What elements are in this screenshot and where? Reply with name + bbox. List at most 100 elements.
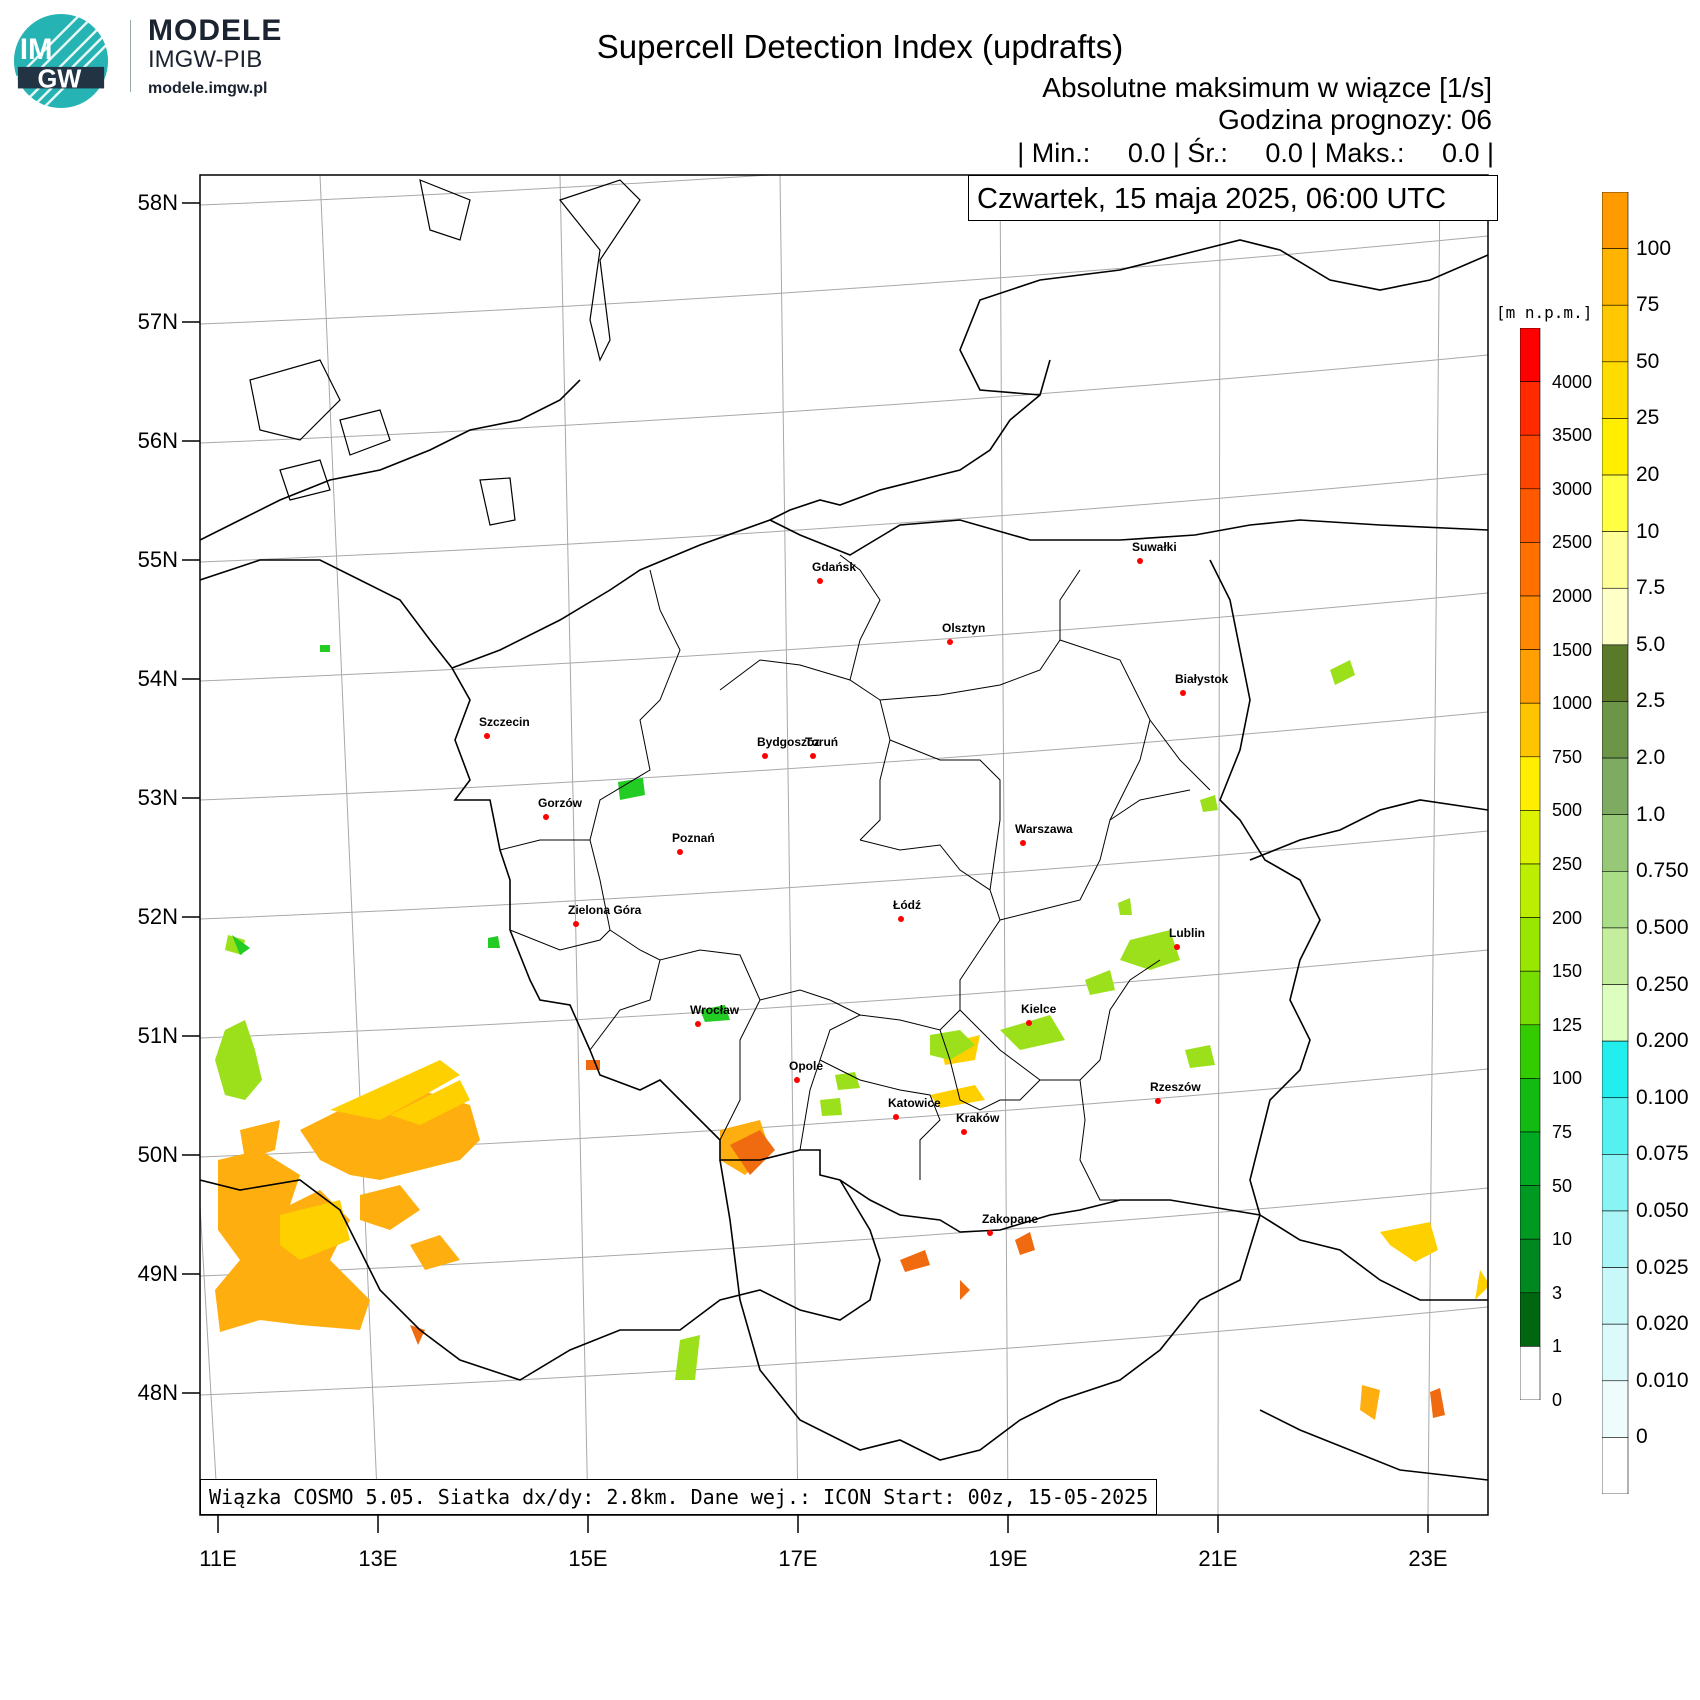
lat-label: 52N — [137, 904, 178, 929]
elevation-label: 750 — [1552, 746, 1583, 767]
sdi-swatch — [1602, 927, 1629, 985]
sdi-swatch — [1602, 1267, 1629, 1325]
map-title: Supercell Detection Index (updrafts) — [596, 28, 1124, 65]
sdi-swatch — [1602, 984, 1629, 1042]
city-label: Gorzów — [538, 796, 583, 810]
sdi-label: 10 — [1636, 519, 1660, 543]
borders — [200, 239, 1488, 1481]
sdi-swatch — [1602, 304, 1629, 363]
sdi-label: 75 — [1636, 293, 1660, 317]
elevation-swatch — [1520, 1078, 1541, 1133]
sdi-swatch — [1602, 418, 1629, 476]
sdi-swatch — [1602, 192, 1629, 249]
sdi-label: 0.250 — [1636, 972, 1689, 996]
city-dot — [1155, 1098, 1161, 1104]
sdi-swatch — [1602, 248, 1629, 306]
city-dot — [794, 1077, 800, 1083]
lat-label: 49N — [137, 1261, 178, 1286]
city-markers: Gdańsk Suwałki Olsztyn Białystok Szczecin Byd… — [479, 540, 1229, 1236]
sdi-swatch — [1602, 361, 1629, 419]
elevation-swatch — [1520, 702, 1541, 758]
city-dot — [961, 1129, 967, 1135]
city-dot — [695, 1021, 701, 1027]
sdi-swatch — [1602, 1210, 1629, 1268]
sdi-label: 0.050 — [1636, 1198, 1689, 1222]
elevation-label: 1 — [1552, 1336, 1563, 1357]
logo-text-bottom: GW — [37, 65, 82, 93]
city-label: Toruń — [805, 735, 838, 749]
elevation-label: 4000 — [1552, 371, 1593, 392]
city-dot — [1026, 1020, 1032, 1026]
city-dot — [543, 814, 549, 820]
elevation-label: 250 — [1552, 854, 1583, 874]
city-label: Szczecin — [479, 715, 530, 729]
city-label: Łódź — [893, 898, 921, 912]
city-label: Bydgoszcz — [757, 735, 820, 749]
lon-label: 17E — [778, 1546, 818, 1571]
city-dot — [893, 1114, 899, 1120]
elevation-legend-title: [m n.p.m.] — [1496, 303, 1593, 322]
sdi-swatch — [1602, 644, 1629, 702]
map-stats: | Min.: 0.0 | Śr.: 0.0 | Maks.: 0.0 | — [1017, 138, 1494, 168]
lon-label: 21E — [1198, 1546, 1238, 1571]
sdi-label: 25 — [1636, 406, 1660, 430]
elevation-label: 100 — [1552, 1068, 1583, 1089]
sdi-label: 2.0 — [1636, 746, 1666, 770]
lat-label: 53N — [137, 785, 178, 810]
city-dot — [484, 733, 490, 739]
city-label: Poznań — [672, 831, 715, 845]
city-label: Zielona Góra — [568, 903, 642, 917]
city-dot — [987, 1230, 993, 1236]
sdi-swatch — [1602, 1097, 1629, 1155]
elevation-label: 125 — [1552, 1014, 1583, 1035]
sdi-colorbar — [1602, 192, 1629, 1494]
lat-label: 56N — [137, 428, 178, 453]
sdi-swatch — [1602, 474, 1629, 532]
sdi-swatch — [1602, 814, 1629, 872]
elevation-label: 500 — [1552, 800, 1583, 821]
elevation-label: 150 — [1552, 961, 1583, 982]
elevation-label: 1000 — [1552, 693, 1593, 714]
city-dot — [1020, 840, 1026, 846]
lon-label: 23E — [1408, 1546, 1448, 1571]
lat-label: 55N — [137, 547, 178, 572]
city-dot — [898, 916, 904, 922]
forecast-date: Czwartek, 15 maja 2025, 06:00 UTC — [968, 175, 1498, 221]
elevation-swatch — [1520, 1024, 1541, 1079]
sdi-swatch — [1602, 871, 1629, 929]
city-label: Katowice — [888, 1096, 941, 1110]
brand-line2: IMGW-PIB — [148, 46, 263, 73]
lat-label: 50N — [137, 1142, 178, 1167]
sdi-label: 0.750 — [1636, 859, 1689, 883]
city-label: Kielce — [1021, 1002, 1057, 1016]
elevation-swatch — [1520, 649, 1541, 704]
elevation-swatch — [1520, 488, 1541, 543]
lat-label: 54N — [137, 666, 178, 691]
elevation-swatch — [1520, 381, 1541, 436]
city-label: Kraków — [956, 1111, 1000, 1125]
elevation-swatch — [1520, 756, 1541, 811]
elevation-label: 75 — [1552, 1122, 1573, 1142]
city-label: Warszawa — [1015, 822, 1073, 836]
sdi-label: 0.020 — [1636, 1312, 1689, 1336]
sdi-label: 0.500 — [1636, 915, 1689, 939]
elevation-swatch — [1520, 1292, 1541, 1347]
sdi-label: 5.0 — [1636, 632, 1666, 656]
lon-label: 19E — [988, 1546, 1028, 1571]
city-label: Wrocław — [690, 1003, 740, 1017]
city-dot — [1137, 558, 1143, 564]
elevation-swatch — [1520, 542, 1541, 597]
city-dot — [1174, 944, 1180, 950]
map-subtitle-forecast-hour: Godzina prognozy: 06 — [1218, 104, 1492, 135]
city-dot — [810, 753, 816, 759]
elevation-label: 200 — [1552, 907, 1583, 928]
city-label: Olsztyn — [942, 621, 985, 635]
sdi-swatch — [1602, 1040, 1629, 1099]
sdi-label: 0.010 — [1636, 1368, 1689, 1392]
logo-divider — [130, 20, 131, 92]
elevation-swatch — [1520, 863, 1541, 918]
city-dot — [947, 639, 953, 645]
lat-label: 48N — [137, 1380, 178, 1405]
elevation-label: 3 — [1552, 1282, 1563, 1303]
